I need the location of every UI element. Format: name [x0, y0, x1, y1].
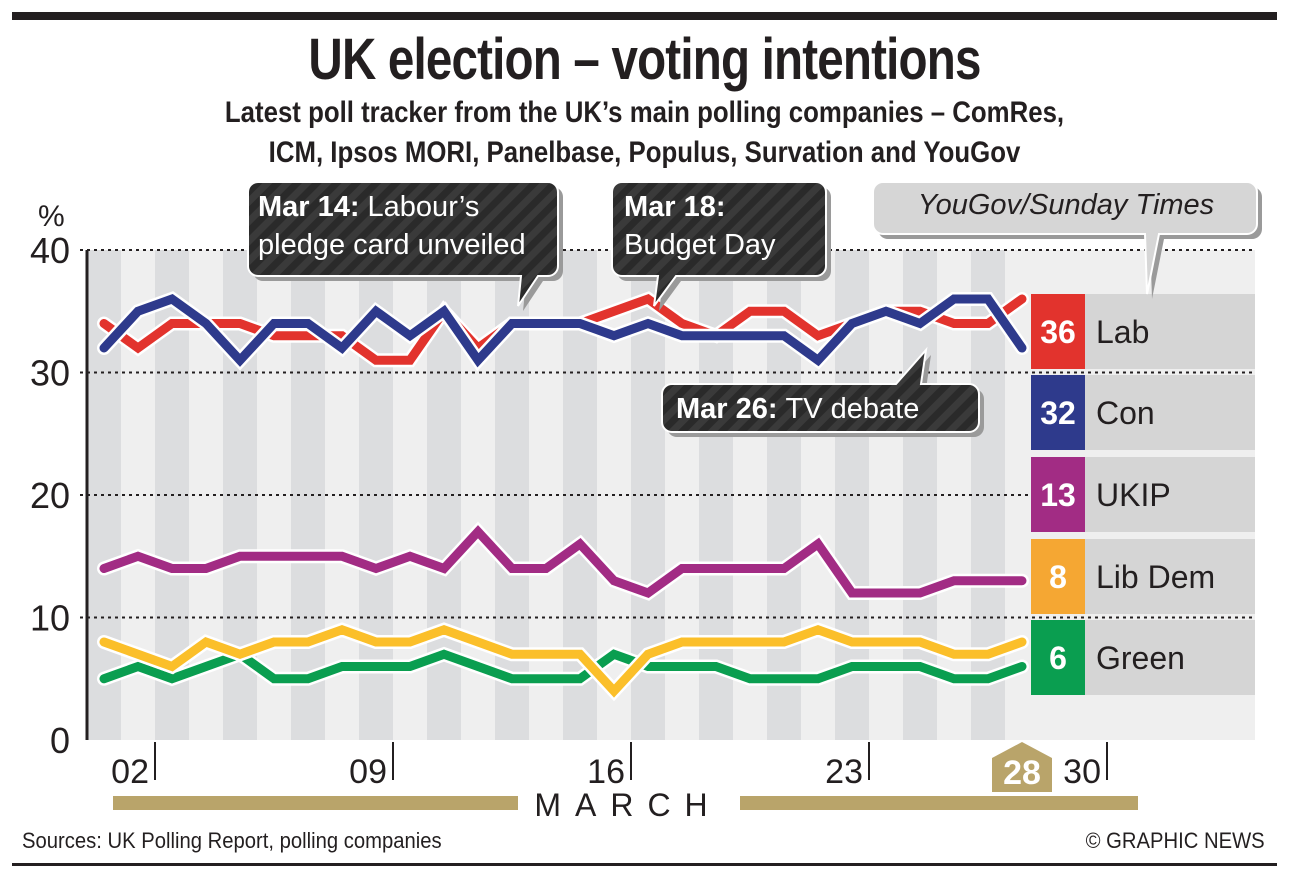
- annotation-mar14-date: Mar 14:: [258, 191, 360, 223]
- y-tick-label: 0: [50, 720, 70, 761]
- annotation-mar14: Mar 14: Labour’s pledge card unveiled: [247, 181, 563, 311]
- legend-label: Lab: [1096, 314, 1149, 350]
- x-axis: 02 09 16 23 30 28: [111, 742, 1108, 792]
- annotation-mar26: Mar 26: TV debate: [661, 346, 984, 437]
- month-bar-left: [113, 796, 518, 810]
- annotation-mar14-text2: pledge card unveiled: [258, 229, 526, 261]
- month-label: MARCH: [534, 787, 721, 823]
- callout-bubble-mar18: [611, 181, 827, 307]
- legend-value: 32: [1040, 395, 1076, 431]
- annotation-mar18-date: Mar 18:: [624, 191, 726, 223]
- chart-subtitle-line2: ICM, Ipsos MORI, Panelbase, Populus, Sur…: [268, 136, 1021, 169]
- legend-value: 36: [1040, 314, 1076, 350]
- legend-swatch: [1031, 620, 1085, 695]
- legend-label: Lib Dem: [1096, 559, 1215, 595]
- y-tick-labels: 0 10 20 30 40: [30, 230, 70, 761]
- legend-item-green: 6 Green: [1031, 620, 1255, 695]
- svg-text:Mar 26:TV debate: Mar 26: TV debate: [676, 393, 919, 425]
- bottom-rule: [12, 863, 1277, 866]
- series-lib-dem: [97, 622, 1029, 702]
- legend-label: UKIP: [1096, 477, 1171, 513]
- legend-item-lab: 36 Lab: [1031, 294, 1255, 369]
- legend-swatch: [1031, 294, 1085, 369]
- legend-value: 13: [1040, 477, 1076, 513]
- series-con: [97, 291, 1029, 372]
- copyright-credit: © GRAPHIC NEWS: [1085, 828, 1265, 853]
- y-axis-unit: %: [38, 200, 65, 233]
- annotation-mar18-text: Budget Day: [624, 229, 776, 261]
- x-tick-label: 30: [1063, 753, 1101, 791]
- top-rule: [12, 12, 1277, 20]
- annotation-mar26-date: Mar 26:: [676, 393, 778, 425]
- legend-swatch: [1031, 375, 1085, 450]
- legend-label: Green: [1096, 640, 1185, 676]
- series-lines: [97, 291, 1029, 702]
- series-line: [99, 624, 1027, 698]
- x-tick-label: 02: [111, 753, 149, 791]
- legend-item-ukip: 13 UKIP: [1031, 457, 1255, 532]
- legend-swatch: [1031, 457, 1085, 532]
- y-tick-label: 30: [30, 353, 70, 394]
- annotation-yougov: YouGov/Sunday Times: [872, 181, 1262, 299]
- legend-item-con: 32 Con: [1031, 375, 1255, 450]
- legend-label: Con: [1096, 395, 1155, 431]
- current-day-badge: [992, 742, 1052, 792]
- series-ukip: [97, 521, 1029, 601]
- x-tick-label: 09: [349, 753, 387, 791]
- callout-bubble-yougov: [872, 181, 1258, 295]
- series-green: [97, 646, 1029, 687]
- legend: 36 Lab 32 Con 13 UKIP 8 Lib Dem 6 Green: [1031, 294, 1255, 695]
- annotation-mar18: Mar 18: Budget Day: [611, 181, 831, 311]
- annotation-mar26-text: TV debate: [786, 393, 920, 425]
- chart-title: UK election – voting intentions: [308, 27, 981, 92]
- current-day-marker: 28: [992, 742, 1052, 792]
- legend-swatch: [1031, 539, 1085, 614]
- y-tick-label: 20: [30, 475, 70, 516]
- month-bar-right: [740, 796, 1138, 810]
- legend-value: 6: [1049, 640, 1067, 676]
- sources-note: Sources: UK Polling Report, polling comp…: [22, 828, 442, 853]
- callout-bubble-mar26: [661, 346, 980, 433]
- legend-item-lib-dem: 8 Lib Dem: [1031, 539, 1255, 614]
- annotation-mar14-text1: Labour’s: [368, 191, 480, 223]
- y-tick-label: 10: [30, 598, 70, 639]
- series-line: [99, 293, 1027, 368]
- chart-subtitle-line1: Latest poll tracker from the UK’s main p…: [224, 96, 1065, 129]
- legend-value: 8: [1049, 559, 1067, 595]
- svg-text:Mar 14:Labour’s: Mar 14: Labour’s: [258, 191, 479, 223]
- y-tick-label: 40: [30, 230, 70, 271]
- annotation-yougov-text: YouGov/Sunday Times: [918, 189, 1214, 221]
- x-tick-label: 16: [587, 753, 625, 791]
- series-line: [99, 649, 1027, 684]
- series-line: [99, 525, 1027, 599]
- current-day-label: 28: [1003, 754, 1041, 792]
- x-tick-label: 23: [825, 753, 863, 791]
